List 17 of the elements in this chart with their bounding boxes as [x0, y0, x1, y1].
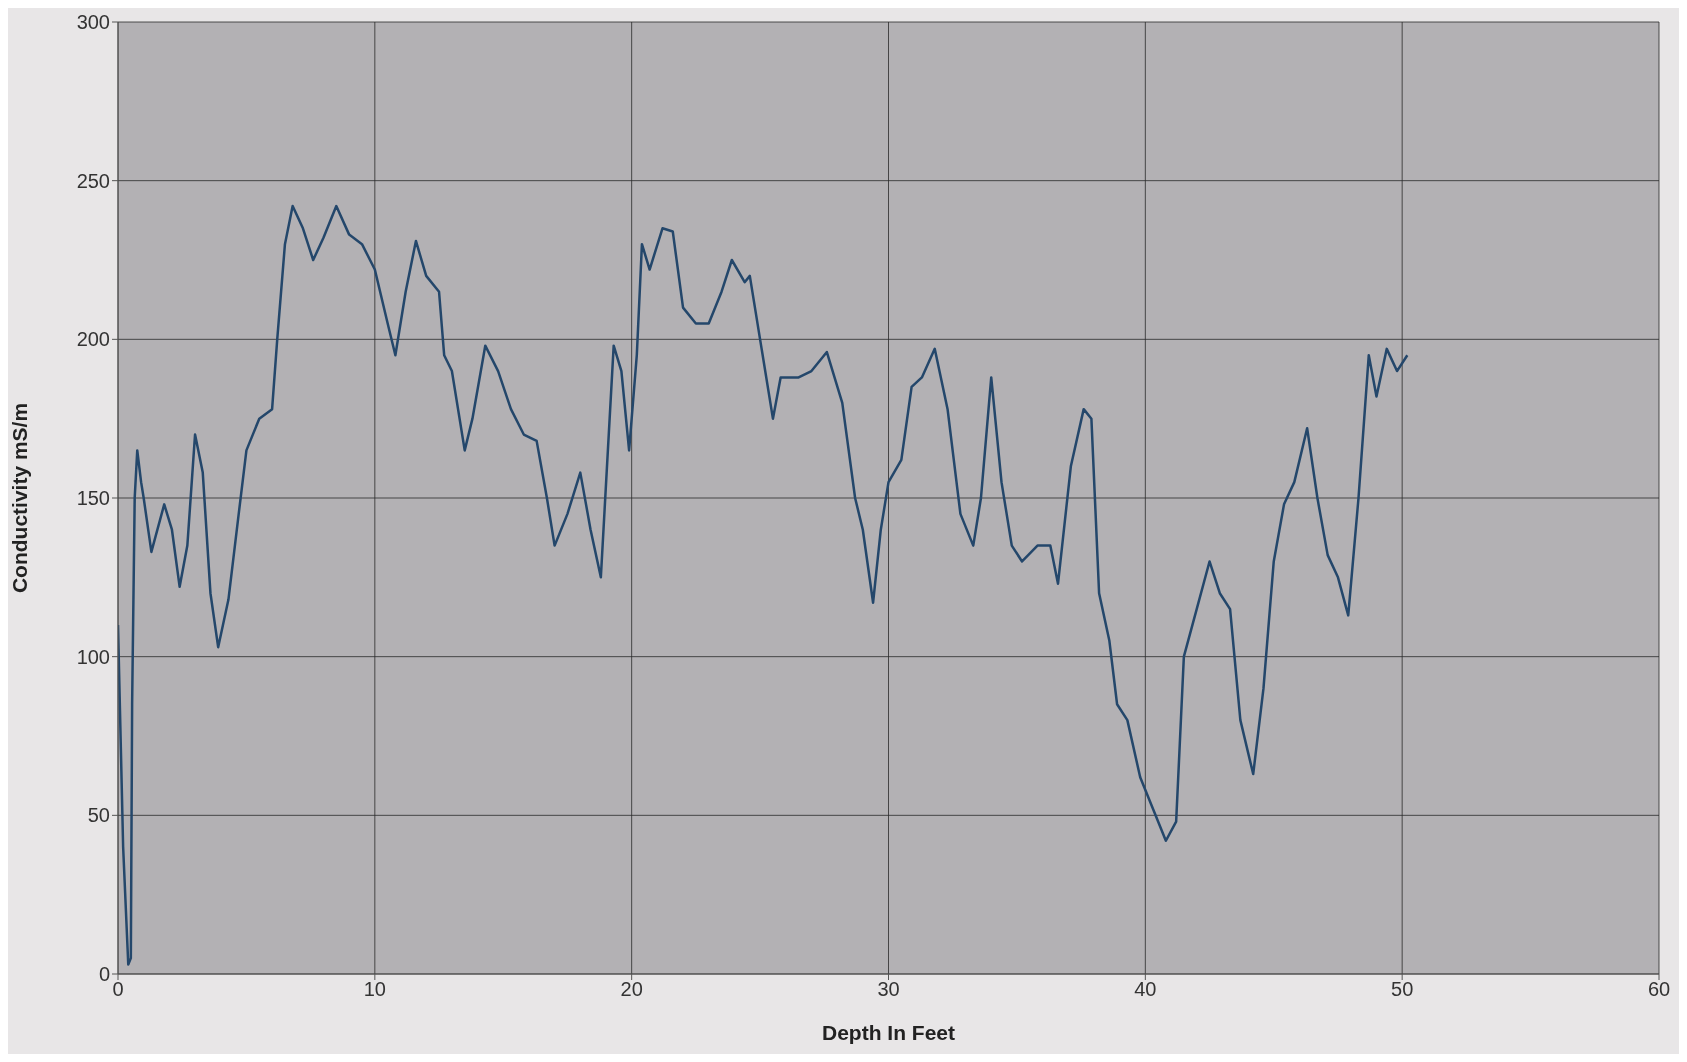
y-axis-title: Conductivity mS/m: [8, 402, 32, 594]
x-tick-label: 60: [1647, 978, 1671, 1001]
y-tick-label: 200: [76, 328, 110, 351]
y-tick-label: 50: [87, 804, 110, 827]
y-tick-label: 100: [76, 645, 110, 668]
x-tick-label: 50: [1391, 978, 1414, 1001]
x-tick-label: 0: [112, 978, 124, 1001]
x-tick-label: 30: [877, 978, 900, 1001]
x-tick-label: 20: [620, 978, 643, 1001]
y-tick-label: 150: [76, 487, 110, 510]
y-tick-label: 300: [76, 11, 110, 34]
y-tick-label: 250: [76, 169, 110, 192]
x-axis-title: Depth In Feet: [821, 1021, 956, 1044]
x-tick-label: 40: [1134, 978, 1157, 1001]
x-tick-label: 10: [363, 978, 386, 1001]
y-tick-label: 0: [98, 963, 110, 986]
line-series: [118, 204, 1409, 966]
